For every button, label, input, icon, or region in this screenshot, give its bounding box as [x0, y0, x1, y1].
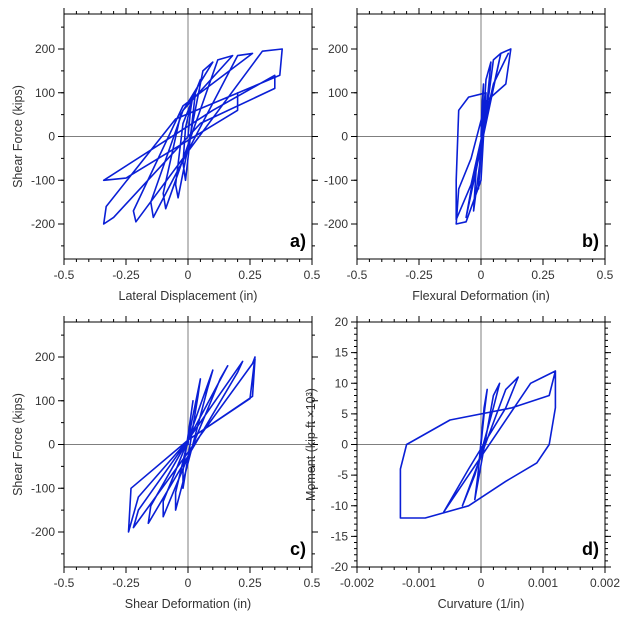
- x-tick-label: 0.25: [531, 268, 555, 282]
- x-tick-label: 0.002: [590, 576, 620, 590]
- y-tick-label: -10: [331, 499, 349, 513]
- panel-letter: b): [582, 231, 599, 251]
- y-tick-label: -100: [31, 173, 55, 187]
- x-tick-label: -0.25: [112, 576, 140, 590]
- y-tick-label: -20: [331, 560, 349, 574]
- x-tick-label: -0.001: [402, 576, 436, 590]
- x-tick-label: 0: [478, 576, 485, 590]
- x-tick-label: -0.25: [405, 268, 433, 282]
- y-tick-label: 200: [35, 350, 55, 364]
- y-tick-label: 0: [48, 130, 55, 144]
- x-tick-label: 0.25: [238, 268, 262, 282]
- panel-letter: c): [290, 539, 306, 559]
- x-tick-label: -0.5: [347, 268, 368, 282]
- y-tick-label: 15: [335, 346, 349, 360]
- x-tick-label: 0.25: [238, 576, 262, 590]
- x-tick-label: -0.5: [54, 576, 75, 590]
- y-tick-label: -200: [324, 217, 348, 231]
- panel-b: -0.5 -0.25 0 0.25 0.5 -200 -100 0 100 200 Flexural…: [324, 8, 614, 303]
- y-tick-label: 200: [328, 42, 348, 56]
- x-tick-label: 0: [185, 576, 192, 590]
- y-tick-label: -100: [324, 173, 348, 187]
- y-tick-label: 20: [335, 315, 349, 329]
- y-axis-label: Shear Force (kips): [11, 85, 25, 188]
- x-axis-label: Lateral Displacement (in): [119, 289, 258, 303]
- y-tick-label: 0: [341, 130, 348, 144]
- y-tick-label: -200: [31, 525, 55, 539]
- x-tick-label: -0.5: [54, 268, 75, 282]
- y-tick-label: 0: [341, 438, 348, 452]
- panel-a: -0.5 -0.25 0 0.25 0.5 -200 -100 0 100 200 Lateral …: [11, 8, 321, 303]
- x-tick-label: 0: [185, 268, 192, 282]
- x-axis-label: Curvature (1/in): [438, 597, 525, 611]
- hysteresis-curve: [399, 370, 557, 519]
- x-tick-label: 0: [478, 268, 485, 282]
- x-tick-label: 0.5: [304, 576, 321, 590]
- y-axis-label: Shear Force (kips): [11, 393, 25, 496]
- y-tick-label: 100: [328, 86, 348, 100]
- y-tick-label: -5: [337, 468, 348, 482]
- panel-d: -0.002 -0.001 0 0.001 0.002 -20 -15 -10 -5 0 5 10 15…: [304, 315, 620, 611]
- x-tick-label: 0.5: [304, 268, 321, 282]
- panel-letter: a): [290, 231, 306, 251]
- x-axis-label: Shear Deformation (in): [125, 597, 251, 611]
- x-tick-label: 0.5: [597, 268, 614, 282]
- panel-letter: d): [582, 539, 599, 559]
- y-tick-label: -15: [331, 529, 349, 543]
- hysteresis-curve: [455, 48, 512, 225]
- hysteresis-curve: [102, 48, 283, 225]
- y-tick-label: 100: [35, 394, 55, 408]
- hysteresis-curve: [127, 356, 256, 533]
- panel-c: -0.5 -0.25 0 0.25 0.5 -200 -100 0 100 200 Shear De…: [11, 316, 321, 611]
- y-tick-label: 0: [48, 438, 55, 452]
- y-tick-label: 5: [341, 407, 348, 421]
- y-axis-label: Moment (kip-ft ×10³): [304, 388, 318, 501]
- y-tick-label: 200: [35, 42, 55, 56]
- y-tick-label: -100: [31, 481, 55, 495]
- x-tick-label: 0.001: [528, 576, 558, 590]
- y-tick-label: 10: [335, 376, 349, 390]
- y-tick-label: 100: [35, 86, 55, 100]
- x-tick-label: -0.002: [340, 576, 374, 590]
- x-axis-label: Flexural Deformation (in): [412, 289, 550, 303]
- y-tick-label: -200: [31, 217, 55, 231]
- x-tick-label: -0.25: [112, 268, 140, 282]
